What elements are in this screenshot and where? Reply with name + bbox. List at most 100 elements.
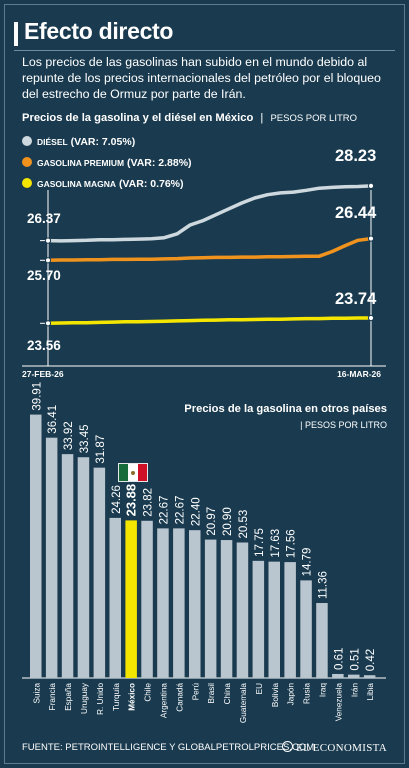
x-axis-end-date: 16-MAR-26 xyxy=(337,369,381,379)
bar-francia xyxy=(45,437,58,678)
bar-m-xico xyxy=(125,520,137,678)
value-label: 22.67 xyxy=(174,496,186,525)
value-label: 20.90 xyxy=(222,507,234,536)
page-title: Efecto directo xyxy=(24,18,174,44)
value-label: 0.61 xyxy=(333,648,345,670)
bar-brasil xyxy=(204,539,217,678)
bar-china xyxy=(220,540,233,678)
bar-ir-n xyxy=(348,674,360,678)
premium-end-label: 26.44 xyxy=(335,204,377,222)
value-label: 17.63 xyxy=(270,529,282,558)
bar-venezuela xyxy=(332,673,344,678)
value-label: 0.42 xyxy=(365,649,377,671)
value-label: 14.79 xyxy=(302,548,314,577)
bar-chart-title: Precios de la gasolina en otros países xyxy=(184,403,387,415)
category-label: China xyxy=(223,683,232,705)
legend-item-premium: GASOLINA PREMIUM (VAR: 2.88%) xyxy=(22,157,192,169)
title-accent-bar xyxy=(14,22,18,46)
category-label: R. Unido xyxy=(96,683,105,715)
legend-swatch-magna xyxy=(22,178,32,188)
start-point-magna xyxy=(44,320,52,327)
line-chart-title-text: Precios de la gasolina y el diésel en Mé… xyxy=(22,112,254,124)
value-label: 17.75 xyxy=(254,528,266,557)
category-label: Canadá xyxy=(175,683,184,712)
category-label: Perú xyxy=(191,683,200,701)
category-label: Uruguay xyxy=(80,682,89,714)
diesel-end-label: 28.23 xyxy=(335,147,377,165)
bar-per- xyxy=(189,530,201,678)
line-chart-unit: PESOS POR LITRO xyxy=(270,113,358,124)
category-label: Irán xyxy=(350,683,359,698)
series-line-premium xyxy=(46,236,373,263)
premium-start-label: 25.70 xyxy=(27,268,61,283)
start-point-diesel xyxy=(44,237,52,244)
legend-label-premium: GASOLINA PREMIUM xyxy=(37,158,125,168)
category-label: España xyxy=(64,683,73,711)
bar-jap-n xyxy=(284,562,296,678)
value-label: 24.26 xyxy=(111,485,123,514)
value-label: 23.82 xyxy=(143,488,155,517)
legend-swatch-premium xyxy=(22,157,32,167)
bar-chile xyxy=(141,520,153,678)
series-line-diesel xyxy=(46,184,373,243)
value-label: 33.45 xyxy=(79,424,91,453)
value-label: 20.53 xyxy=(238,510,250,539)
bar-r-unido xyxy=(93,467,106,678)
page-subtitle: Los precios de las gasolinas han subido … xyxy=(22,55,381,101)
bar-espa-a xyxy=(61,454,74,678)
category-label: Chile xyxy=(144,683,153,702)
value-label: 31.87 xyxy=(95,435,107,464)
legend-change-magna: (VAR: 0.76%) xyxy=(118,178,184,190)
category-label: Libia xyxy=(366,683,375,701)
value-label: 11.36 xyxy=(317,571,329,599)
bar-turqu-a xyxy=(109,517,121,678)
value-label: 0.51 xyxy=(349,648,361,670)
category-label: Guatemala xyxy=(239,683,248,723)
value-label: 22.67 xyxy=(158,496,170,525)
brand-name: EL ECONOMISTA xyxy=(296,742,387,754)
bar-bolivia xyxy=(268,561,280,678)
diesel-start-label: 26.37 xyxy=(27,211,61,226)
x-axis-start-date: 27-FEB-26 xyxy=(22,369,64,379)
end-point-magna xyxy=(367,314,375,322)
legend-label-magna: GASOLINA MAGNA xyxy=(37,179,117,189)
legend-change-premium: (VAR: 2.88%) xyxy=(126,157,192,169)
category-label: Brasil xyxy=(207,683,216,704)
mexico-flag-icon xyxy=(118,463,148,482)
category-label: Venezuela xyxy=(334,683,343,722)
value-label: 33.92 xyxy=(63,421,75,450)
end-point-premium xyxy=(367,235,375,242)
line-chart-title-separator: | xyxy=(260,112,264,124)
magna-start-label: 23.56 xyxy=(27,338,61,353)
bar-rusia xyxy=(300,580,312,678)
bar-libia xyxy=(363,675,376,678)
bar-canad- xyxy=(173,528,185,678)
end-point-diesel xyxy=(367,182,375,189)
bar-argentina xyxy=(157,528,169,678)
category-label: Argentina xyxy=(159,683,168,718)
series-line-magna xyxy=(46,316,373,326)
brand-logo: EL ECONOMISTA xyxy=(282,741,387,754)
value-label: 39.91 xyxy=(31,382,43,411)
bar-chart-unit: | PESOS POR LITRO xyxy=(300,420,387,430)
legend-item-diesel: DIÉSEL (VAR: 7.05%) xyxy=(22,136,135,148)
magna-end-label: 23.74 xyxy=(335,290,377,308)
legend-label-diesel: DIÉSEL xyxy=(37,137,68,147)
value-label: 20.97 xyxy=(206,507,218,536)
line-chart xyxy=(22,182,386,367)
bar-guatemala xyxy=(236,542,249,678)
value-label: 36.41 xyxy=(47,405,59,434)
category-label: Turquía xyxy=(112,683,121,711)
start-point-premium xyxy=(44,257,52,264)
category-label: México xyxy=(128,683,137,711)
category-label: Rusia xyxy=(303,683,312,704)
value-label: 17.56 xyxy=(286,529,298,558)
category-label: EU xyxy=(255,683,264,694)
bar-eu xyxy=(252,560,265,678)
line-chart-title: Precios de la gasolina y el diésel en Mé… xyxy=(22,112,357,124)
bar-iraq xyxy=(316,603,328,678)
legend-item-magna: GASOLINA MAGNA (VAR: 0.76%) xyxy=(22,178,184,190)
category-label: Japón xyxy=(287,683,296,706)
bar-uruguay xyxy=(77,457,90,678)
